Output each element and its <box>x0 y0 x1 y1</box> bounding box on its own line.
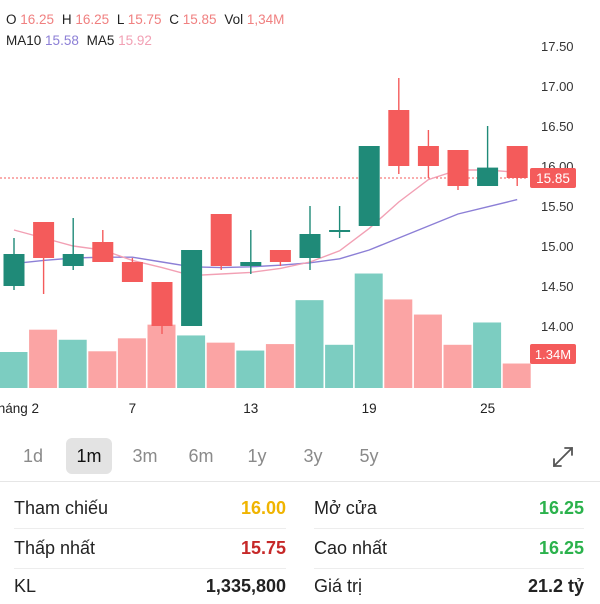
low-value: 15.75 <box>127 12 162 27</box>
volume-bar <box>0 352 28 388</box>
stat-volume: KL 1,335,800 <box>14 568 286 604</box>
divider <box>0 481 600 482</box>
stat-value: Giá trị 21.2 tỷ <box>314 568 584 604</box>
candle-body <box>121 262 143 282</box>
volume-bar <box>88 351 117 388</box>
volume-bar <box>295 300 324 388</box>
high-stat-value: 16.25 <box>538 538 584 558</box>
ref-value: 16.00 <box>240 498 286 518</box>
close-value: 15.85 <box>182 12 217 27</box>
value-stat-label: Giá trị <box>314 576 363 596</box>
ma10-label: MA10 <box>6 33 42 48</box>
candle-body <box>477 167 499 186</box>
volume-bar <box>265 344 294 388</box>
x-tick-label: 25 <box>480 401 495 416</box>
ohlc-legend: O 16.25 H 16.25 L 15.75 C 15.85 Vol 1,34… <box>6 12 288 27</box>
volume-bar <box>354 273 383 388</box>
y-tick-label: 17.00 <box>541 79 574 94</box>
volume-bar <box>473 322 502 388</box>
ma5-value: 15.92 <box>118 33 152 48</box>
candle-body <box>33 222 55 258</box>
volume-tag <box>530 344 576 364</box>
volume-label: Vol <box>224 12 244 27</box>
period-tabs: 1d 1m 3m 6m 1y 3y 5y <box>10 436 590 478</box>
volume-bar <box>206 342 235 388</box>
ma10-value: 15.58 <box>45 33 79 48</box>
candle-body <box>210 214 232 266</box>
tab-3m[interactable]: 3m <box>132 446 158 466</box>
volume-bar <box>413 314 442 388</box>
candle-body <box>92 242 114 262</box>
ma-legend: MA10 15.58 MA5 15.92 <box>6 33 156 48</box>
open-stat-label: Mở cửa <box>314 498 377 518</box>
candle-body <box>358 146 380 226</box>
price-tag-label: 15.85 <box>536 171 570 186</box>
candle-body <box>417 146 439 166</box>
tab-1y[interactable]: 1y <box>247 446 267 466</box>
ma5-line <box>13 169 518 277</box>
volume-stat-label: KL <box>14 576 37 596</box>
volume-bar <box>325 344 354 388</box>
stat-open: Mở cửa 16.25 <box>314 490 584 526</box>
low-label: L <box>116 12 124 27</box>
candle-body <box>506 146 528 178</box>
open-stat-value: 16.25 <box>538 498 584 518</box>
volume-bar <box>502 363 531 388</box>
y-tick-label: 16.50 <box>541 119 574 134</box>
candle-body <box>329 230 351 232</box>
open-value: 16.25 <box>20 12 55 27</box>
ref-label: Tham chiếu <box>14 498 109 518</box>
candle-body <box>151 282 173 326</box>
close-label: C <box>169 12 180 27</box>
y-tick-label: 15.50 <box>541 199 574 214</box>
candle-body <box>181 250 203 326</box>
volume-bar <box>236 350 265 388</box>
x-tick-label: 19 <box>362 401 377 416</box>
volume-bar <box>117 338 146 388</box>
candle-body <box>269 250 291 262</box>
price-chart[interactable]: 14.0014.5015.0015.5016.0016.5017.0017.50… <box>0 0 600 430</box>
candle-body <box>62 254 84 266</box>
high-value: 16.25 <box>75 12 110 27</box>
volume-bar <box>443 344 472 388</box>
x-tick-label: 13 <box>243 401 258 416</box>
y-tick-label: 15.00 <box>541 239 574 254</box>
tab-5y[interactable]: 5y <box>359 446 379 466</box>
candle-body <box>299 234 321 258</box>
volume-bar <box>29 329 58 388</box>
open-label: O <box>6 12 17 27</box>
tab-6m[interactable]: 6m <box>188 446 214 466</box>
stat-ref: Tham chiếu 16.00 <box>14 490 286 526</box>
y-tick-label: 17.50 <box>541 39 574 54</box>
low-stat-label: Thấp nhất <box>14 538 96 558</box>
y-tick-label: 14.00 <box>541 319 574 334</box>
ma10-line <box>13 198 518 269</box>
volume-bar <box>58 339 87 388</box>
volume-tag-label: 1.34M <box>535 347 571 362</box>
low-stat-value: 15.75 <box>240 538 286 558</box>
value-stat-value: 21.2 tỷ <box>527 576 584 596</box>
candle-body <box>388 110 410 166</box>
tab-3y[interactable]: 3y <box>303 446 323 466</box>
tab-1d[interactable]: 1d <box>22 446 44 466</box>
stat-high: Cao nhất 16.25 <box>314 530 584 566</box>
volume-stat-value: 1,335,800 <box>205 576 286 596</box>
ma5-label: MA5 <box>86 33 115 48</box>
candle-body <box>447 150 469 186</box>
high-stat-label: Cao nhất <box>314 538 388 558</box>
x-tick-label: tháng 2 <box>0 401 39 416</box>
expand-icon[interactable] <box>550 444 576 470</box>
high-label: H <box>61 12 72 27</box>
volume-bar <box>177 335 206 388</box>
price-tag <box>530 168 576 188</box>
tab-1m[interactable]: 1m <box>66 438 112 474</box>
volume-bar <box>147 324 176 388</box>
candle-body <box>3 254 25 286</box>
y-tick-label: 14.50 <box>541 279 574 294</box>
volume-bar <box>384 299 413 388</box>
candle-body <box>240 262 262 266</box>
x-tick-label: 7 <box>129 401 137 416</box>
stat-low: Thấp nhất 15.75 <box>14 530 286 566</box>
volume-value: 1,34M <box>246 12 285 27</box>
